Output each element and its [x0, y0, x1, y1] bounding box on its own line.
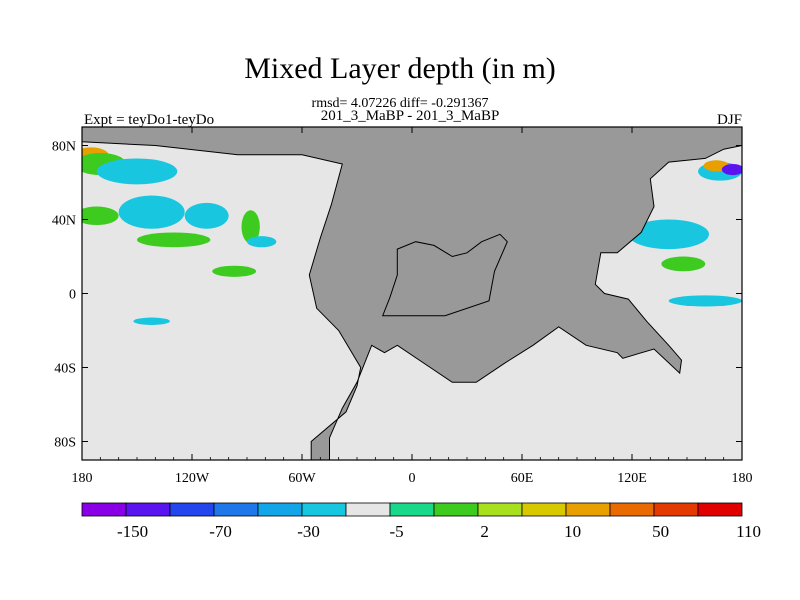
colorbar-box — [521, 502, 567, 517]
colorbar-label: -150 — [117, 522, 148, 541]
y-tick-label: 80N — [52, 140, 76, 155]
colorbar-box — [653, 502, 699, 517]
colorbar-label: 10 — [564, 522, 581, 541]
chart-title: Mixed Layer depth (in m) — [244, 52, 556, 85]
anomaly-patch — [82, 206, 119, 226]
colorbar-label: 2 — [480, 522, 489, 541]
colorbar-box — [565, 502, 611, 517]
rmsd-diff-stats: rmsd= 4.07226 diff= -0.291367 — [311, 96, 489, 111]
colorbar-box — [697, 502, 743, 517]
anomaly-patch — [628, 219, 710, 250]
colorbar-box — [169, 502, 215, 517]
colorbar-label: -70 — [209, 522, 232, 541]
experiment-label: Expt = teyDo1-teyDo — [84, 112, 215, 128]
y-tick-label: 40S — [54, 362, 76, 377]
anomaly-patch — [246, 236, 277, 248]
anomaly-patch — [668, 295, 742, 307]
colorbar-box — [81, 502, 127, 517]
y-tick-label: 0 — [69, 288, 76, 303]
colorbar: -150 -70 -30 -5 2 10 50 110 — [81, 502, 761, 541]
anomaly-patch — [184, 202, 229, 229]
x-tick-label: 180 — [732, 471, 753, 486]
colorbar-box — [433, 502, 479, 517]
colorbar-label: 110 — [736, 522, 761, 541]
land-mass — [381, 233, 508, 317]
anomaly-patch — [241, 210, 260, 244]
colorbar-box — [477, 502, 523, 517]
colorbar-label: -30 — [297, 522, 320, 541]
y-tick-label: 40N — [52, 214, 76, 229]
y-tick-label: 80S — [54, 436, 76, 451]
anomaly-patch — [133, 317, 171, 325]
colorbar-label: 50 — [652, 522, 669, 541]
x-tick-label: 60E — [511, 471, 534, 486]
chart-subtitle: 201_3_MaBP - 201_3_MaBP — [320, 108, 500, 124]
colorbar-box — [301, 502, 347, 517]
x-tick-label: 60W — [288, 471, 316, 486]
map-plot-area — [82, 127, 742, 460]
anomaly-patch — [212, 265, 257, 277]
x-tick-label: 180 — [72, 471, 93, 486]
colorbar-box — [609, 502, 655, 517]
colorbar-box — [125, 502, 171, 517]
x-tick-label: 120W — [175, 471, 210, 486]
colorbar-box — [213, 502, 259, 517]
anomaly-patch — [661, 256, 706, 272]
colorbar-box — [257, 502, 303, 517]
map-axes: 180 120W 60W 0 60E 120E 180 80N 40N 0 40S 80S — [52, 126, 753, 486]
colorbar-label: -5 — [390, 522, 404, 541]
anomaly-patch — [118, 195, 185, 229]
anomaly-patch — [96, 158, 178, 185]
season-label: DJF — [716, 112, 742, 128]
x-tick-label: 120E — [617, 471, 647, 486]
anomaly-patch — [137, 232, 211, 248]
anomaly-patch — [721, 164, 742, 176]
colorbar-box — [345, 502, 391, 517]
colorbar-box — [389, 502, 435, 517]
x-tick-label: 0 — [409, 471, 416, 486]
